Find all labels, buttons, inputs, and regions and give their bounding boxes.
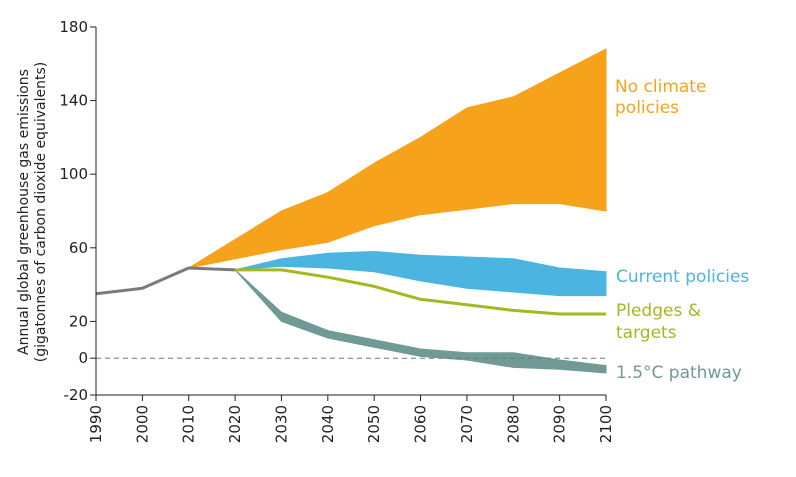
- 1-5-c-pathway-band: [234, 269, 607, 374]
- no-climate-policies-label: policies: [615, 98, 679, 118]
- y-axis-label-line1: Annual global greenhouse gas emissions: [16, 69, 32, 355]
- y-tick-label: 0: [78, 349, 88, 367]
- x-tick-label: 2070: [458, 405, 476, 443]
- x-tick-label: 2000: [133, 405, 151, 443]
- y-tick-label: 60: [69, 239, 88, 257]
- y-tick-label: 140: [59, 92, 88, 110]
- x-tick-label: 2090: [551, 405, 569, 443]
- x-tick-label: 2050: [365, 405, 383, 443]
- current-policies-band: [234, 250, 607, 297]
- bands-layer: [188, 48, 607, 374]
- pledges-targets-label: Pledges &: [616, 301, 701, 321]
- x-tick-label: 2080: [504, 405, 522, 443]
- current-policies-label: Current policies: [616, 267, 749, 287]
- historical-line: [95, 266, 236, 296]
- y-tick-label: 20: [69, 312, 88, 330]
- no-climate-policies-band: [188, 48, 607, 269]
- 1-5-c-pathway-label: 1.5°C pathway: [616, 363, 742, 383]
- no-climate-policies-label: No climate: [615, 77, 706, 97]
- y-tick-label: 180: [59, 18, 88, 36]
- x-tick-label: 2030: [273, 405, 291, 443]
- pledges-targets-label: targets: [616, 323, 677, 343]
- y-tick-label: -20: [64, 386, 89, 404]
- x-tick-label: 2020: [226, 405, 244, 443]
- x-tick-label: 2100: [597, 405, 615, 443]
- x-tick-label: 2060: [412, 405, 430, 443]
- y-axis-label-line2: (gigatonnes of carbon dioxide equivalent…: [33, 62, 49, 362]
- lines-layer: [95, 266, 606, 316]
- x-tick-label: 2040: [319, 405, 337, 443]
- x-tick-label: 2010: [180, 405, 198, 443]
- y-tick-label: 100: [59, 165, 88, 183]
- pledges-targets-line: [235, 268, 606, 316]
- x-tick-label: 1990: [87, 405, 105, 443]
